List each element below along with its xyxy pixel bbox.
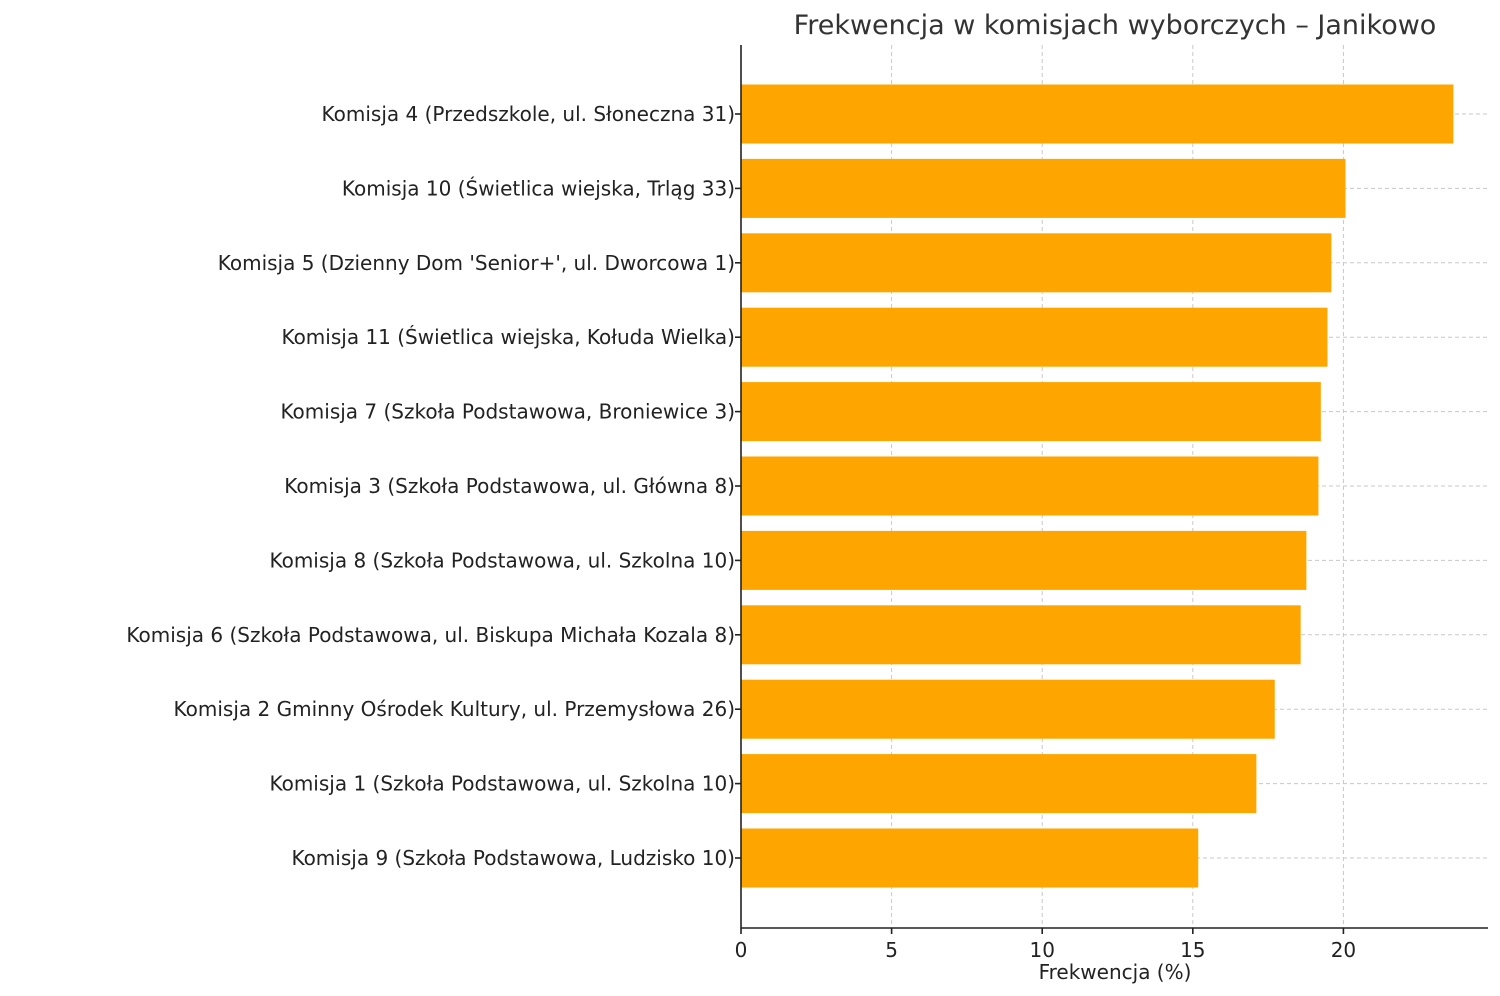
category-label-4: Komisja 11 (Świetlica wiejska, Kołuda Wi… [281, 325, 735, 349]
category-label-6: Komisja 3 (Szkoła Podstawowa, ul. Główna… [284, 474, 735, 498]
x-tick-label-3: 15 [1180, 938, 1205, 962]
bar-5 [741, 382, 1321, 442]
bar-6 [741, 456, 1319, 516]
category-labels: Komisja 4 (Przedszkole, ul. Słoneczna 31… [126, 102, 735, 870]
category-label-2: Komisja 10 (Świetlica wiejska, Trląg 33) [342, 176, 735, 200]
bar-11 [741, 828, 1199, 888]
bar-10 [741, 754, 1257, 814]
bar-3 [741, 233, 1332, 293]
bar-7 [741, 530, 1307, 590]
x-tick-label-2: 10 [1029, 938, 1054, 962]
x-tick-labels: 0 5 10 15 20 [735, 938, 1357, 962]
category-label-9: Komisja 2 Gminny Ośrodek Kultury, ul. Pr… [174, 697, 735, 721]
x-axis-label: Frekwencja (%) [1039, 960, 1192, 984]
axes [735, 45, 1488, 934]
x-tick-label-0: 0 [735, 938, 748, 962]
x-tick-label-4: 20 [1331, 938, 1356, 962]
bar-1 [741, 84, 1454, 144]
category-label-5: Komisja 7 (Szkoła Podstawowa, Broniewice… [280, 400, 735, 424]
category-label-10: Komisja 1 (Szkoła Podstawowa, ul. Szkoln… [269, 772, 735, 796]
x-tick-label-1: 5 [885, 938, 898, 962]
bar-2 [741, 158, 1346, 218]
category-label-3: Komisja 5 (Dzienny Dom 'Senior+', ul. Dw… [218, 251, 735, 275]
bars [741, 84, 1454, 888]
bar-8 [741, 605, 1301, 665]
category-label-7: Komisja 8 (Szkoła Podstawowa, ul. Szkoln… [269, 548, 735, 572]
chart-title: Frekwencja w komisjach wyborczych – Jani… [794, 10, 1437, 41]
category-label-1: Komisja 4 (Przedszkole, ul. Słoneczna 31… [322, 102, 735, 126]
category-label-11: Komisja 9 (Szkoła Podstawowa, Ludzisko 1… [291, 846, 735, 870]
bar-9 [741, 679, 1275, 739]
bar-4 [741, 307, 1328, 367]
category-label-8: Komisja 6 (Szkoła Podstawowa, ul. Biskup… [126, 623, 735, 647]
